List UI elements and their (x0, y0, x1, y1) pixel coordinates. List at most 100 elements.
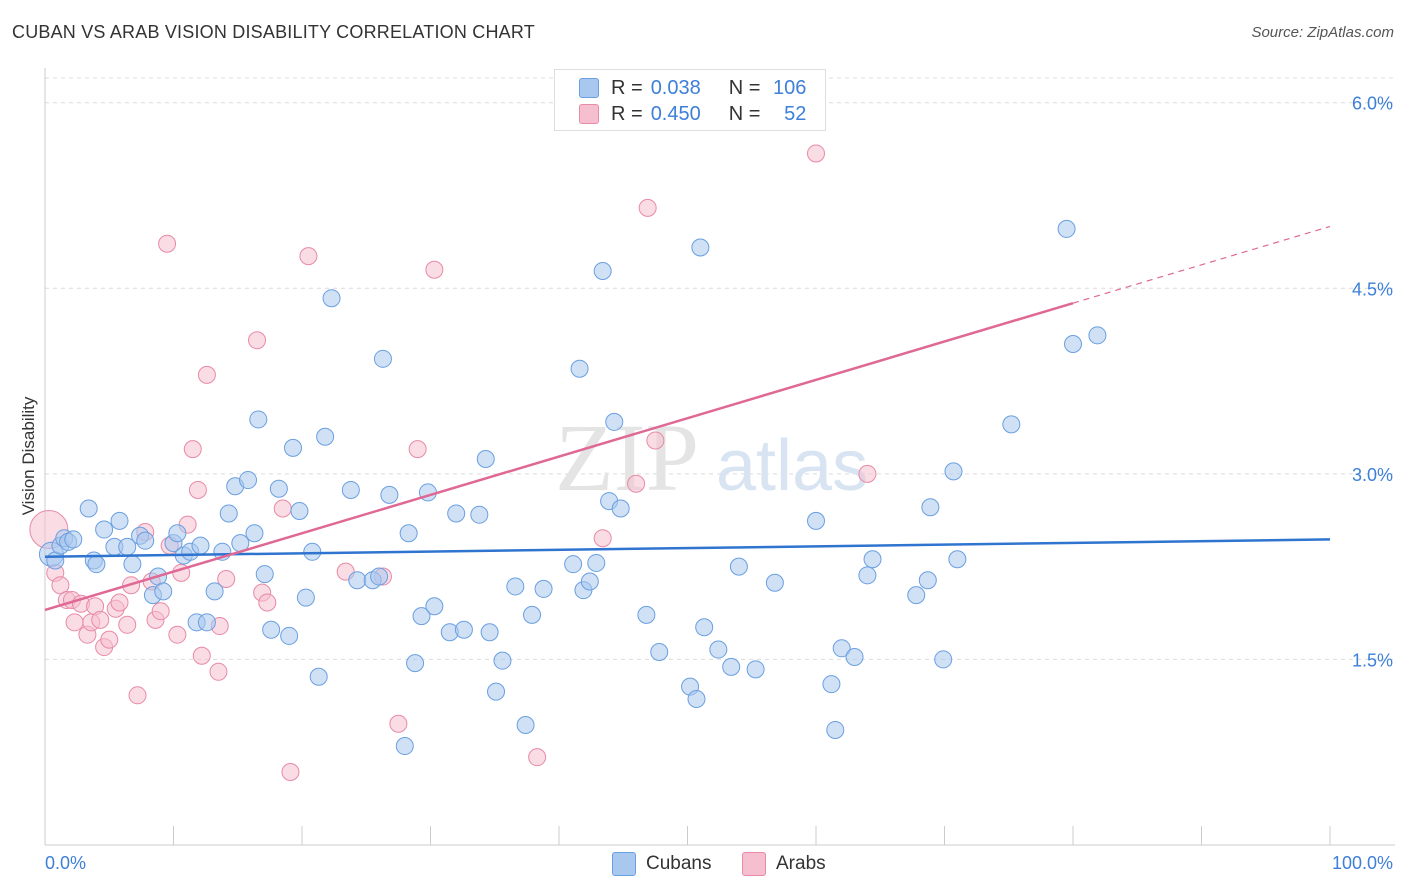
cuban-point (765, 573, 784, 592)
legend-item-cubans: Cubans (612, 852, 712, 876)
arab-point (183, 440, 202, 459)
arabs-swatch (579, 104, 599, 124)
cuban-point (316, 427, 335, 446)
series-legend: Cubans Arabs (0, 852, 1406, 876)
legend-r-value: 0.038 (650, 76, 701, 99)
y-tick-label: 3.0% (1352, 465, 1393, 485)
arabs-legend-label: Arabs (776, 853, 826, 874)
cuban-point (154, 582, 173, 601)
cuban-point (296, 588, 315, 607)
cuban-point (1057, 219, 1076, 238)
legend-n-label: N = (728, 76, 761, 99)
cuban-point (191, 536, 210, 555)
arab-point (151, 602, 170, 621)
cuban-points (38, 219, 1107, 756)
cuban-point (944, 462, 963, 481)
cuban-point (845, 647, 864, 666)
cuban-point (695, 618, 714, 637)
arab-point (217, 570, 236, 589)
cuban-point (948, 550, 967, 569)
cuban-point (826, 720, 845, 739)
arab-point (197, 365, 216, 384)
cuban-point (516, 716, 535, 735)
cuban-point (348, 571, 367, 590)
cuban-point (921, 498, 940, 517)
cuban-point (322, 289, 341, 308)
gridlines (45, 77, 1395, 660)
arab-point (528, 748, 547, 767)
cuban-point (587, 553, 606, 572)
cuban-point (1002, 415, 1021, 434)
cuban-point (168, 524, 187, 543)
cuban-point (858, 566, 877, 585)
arab-point (158, 234, 177, 253)
arab-point (858, 464, 877, 483)
arab-point (100, 630, 119, 649)
cuban-point (593, 261, 612, 280)
cuban-point (370, 567, 389, 586)
cuban-point (637, 605, 656, 624)
arab-point (118, 615, 137, 634)
arab-point (638, 198, 657, 217)
arab-point (258, 593, 277, 612)
arab-point (627, 474, 646, 493)
cuban-point (269, 479, 288, 498)
cuban-point (395, 737, 414, 756)
cuban-point (605, 412, 624, 431)
arab-point (188, 480, 207, 499)
cuban-point (284, 438, 303, 457)
cuban-point (807, 511, 825, 530)
cuban-point (110, 511, 129, 530)
cuban-point (79, 499, 98, 518)
arab-point (408, 440, 427, 459)
cuban-point (87, 555, 106, 574)
arab-point (168, 625, 187, 644)
legend-row-arabs: R = 0.450 N = 52 (579, 101, 806, 127)
chart-title: CUBAN VS ARAB VISION DISABILITY CORRELAT… (12, 22, 535, 42)
cuban-point (197, 613, 216, 632)
watermark-atlas: atlas (716, 426, 868, 506)
cuban-point (262, 620, 281, 639)
arab-point (110, 593, 129, 612)
x-tick-label: 100.0% (1332, 853, 1393, 873)
arab-point (389, 714, 408, 733)
cuban-point (832, 639, 851, 658)
cuban-point (303, 542, 322, 561)
legend-r-label: R = (611, 76, 643, 99)
y-axis-label: Vision Disability (19, 396, 38, 515)
cuban-point (425, 597, 444, 616)
cuban-point (255, 565, 274, 584)
cuban-point (341, 480, 360, 499)
legend-n-label: N = (728, 102, 761, 125)
arabs-legend-swatch (742, 852, 766, 876)
chart-source: Source: ZipAtlas.com (1251, 24, 1394, 41)
tick-labels: 1.5% 3.0% 4.5% 6.0% 0.0% 100.0% (45, 94, 1393, 873)
cubans-swatch (579, 78, 599, 98)
cuban-point (523, 605, 542, 624)
arab-point (248, 331, 267, 350)
cuban-point (380, 485, 399, 504)
arab-point (425, 260, 444, 279)
cuban-point (1088, 326, 1107, 345)
cuban-point (480, 623, 499, 642)
legend-r-label: R = (611, 102, 643, 125)
cuban-point (64, 530, 83, 549)
cuban-point (205, 582, 224, 601)
trend-lines (44, 225, 1331, 612)
arab-point (273, 499, 292, 518)
arab-point (192, 646, 211, 665)
arab-point (209, 662, 228, 681)
cuban-point (687, 690, 706, 709)
cuban-point (907, 586, 926, 605)
cuban-point (729, 557, 748, 576)
cuban-point (1064, 334, 1082, 353)
cuban-point (863, 550, 882, 569)
arab-point (281, 763, 300, 782)
cuban-point (487, 682, 506, 701)
arabs-trend-extension (1072, 225, 1331, 304)
cuban-point (611, 499, 630, 518)
cuban-point (470, 505, 489, 524)
cuban-point (123, 555, 142, 574)
cuban-point (650, 643, 669, 662)
